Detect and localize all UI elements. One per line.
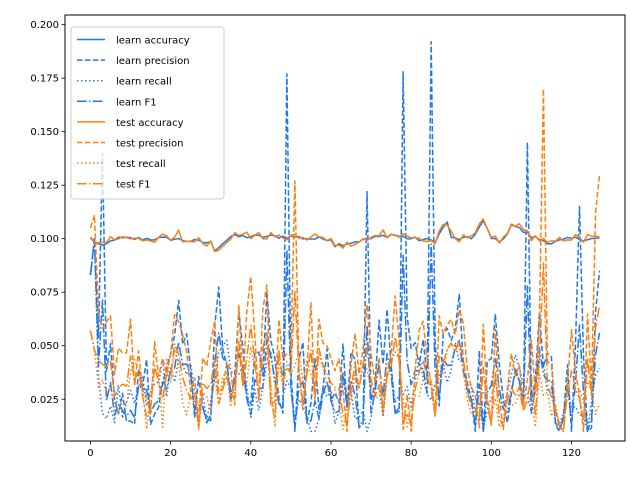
legend-label: learn precision [116, 56, 190, 67]
legend-label: learn accuracy [116, 36, 190, 47]
y-tick-label: 0.075 [30, 288, 59, 299]
x-tick-label: 100 [482, 448, 501, 459]
legend-frame [70, 26, 225, 200]
y-tick-label: 0.025 [30, 395, 59, 406]
plot-frame [64, 14, 626, 442]
y-tick-label: 0.200 [30, 20, 59, 31]
series-line-test-f1 [89, 262, 601, 430]
legend-label: test precision [116, 139, 184, 150]
series-layer [89, 41, 601, 433]
series-line-learn-recall [89, 237, 601, 433]
y-tick-label: 0.150 [30, 127, 59, 138]
legend-label: test accuracy [116, 118, 184, 129]
x-tick-label: 0 [87, 448, 93, 459]
legend-label: learn F1 [116, 97, 157, 108]
x-tick-label: 120 [562, 448, 581, 459]
legend-label: test F1 [116, 180, 151, 191]
y-tick-label: 0.125 [30, 181, 59, 192]
series-line-test-precision [89, 88, 601, 433]
series-line-test-accuracy [89, 218, 600, 253]
series-line-test-recall [89, 330, 601, 430]
y-tick-label: 0.175 [30, 74, 59, 85]
y-tick-label: 0.050 [30, 341, 59, 352]
x-tick-label: 40 [244, 448, 257, 459]
legend-label: test recall [116, 159, 166, 170]
legend-label: learn recall [116, 77, 172, 88]
x-tick-label: 80 [405, 448, 418, 459]
x-tick-label: 60 [325, 448, 338, 459]
axis-layer: 0 20 40 60 80 100 120 0.025 0.050 0.075 0.100 0.125… [30, 20, 581, 459]
y-tick-label: 0.100 [30, 234, 59, 245]
x-tick-label: 20 [164, 448, 177, 459]
legend: learn accuracy learn precision learn recal… [70, 26, 225, 200]
